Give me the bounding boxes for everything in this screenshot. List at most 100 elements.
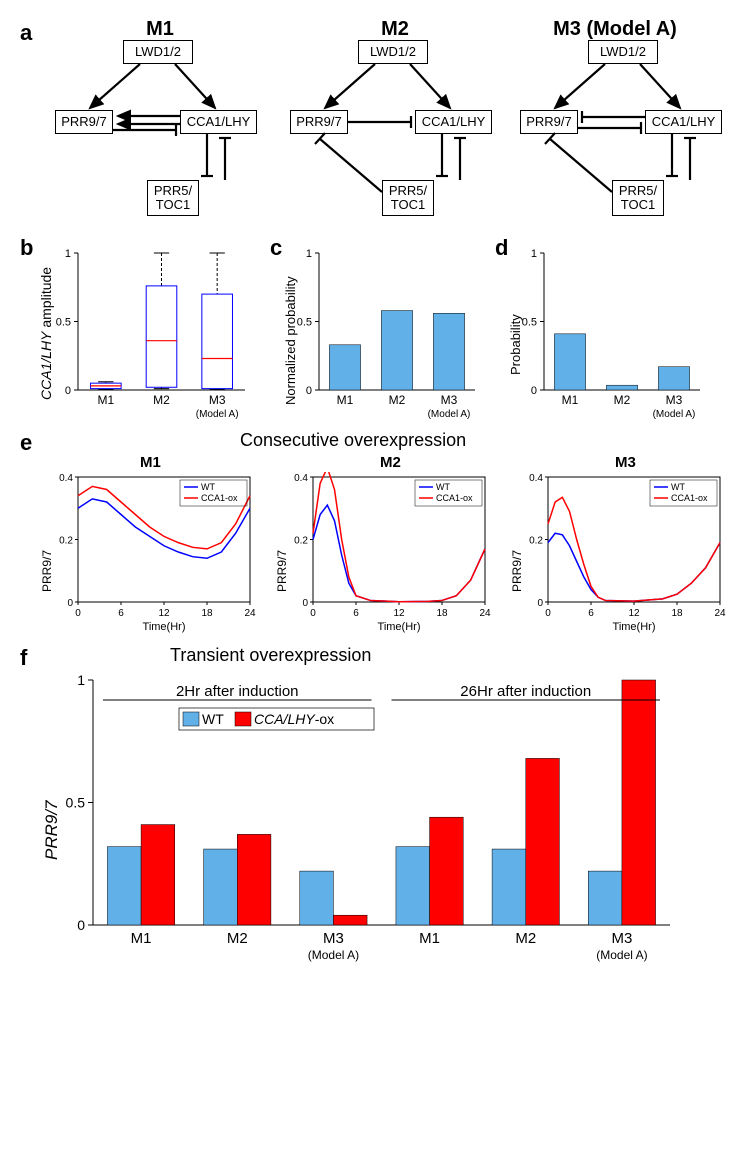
svg-text:CCA/LHY-ox: CCA/LHY-ox xyxy=(254,711,334,727)
svg-text:WT: WT xyxy=(671,482,685,492)
dia-title-m3: M3 (Model A) xyxy=(530,18,700,41)
sub-e-m2: PRR9/7 00.20.406121824Time(Hr)WTCCA1-ox xyxy=(275,472,495,637)
panel-c: Normalized probability 0 0.5 1 M1 M2 M3 (Model… xyxy=(285,245,485,425)
svg-text:0.5: 0.5 xyxy=(66,795,86,811)
figure-root: a M1 M2 M3 (Model A) LWD1/2 PRR9/7 CCA1/… xyxy=(20,20,727,980)
svg-text:(Model A): (Model A) xyxy=(596,948,647,962)
dia-title-m1: M1 xyxy=(120,18,200,41)
svg-text:M3: M3 xyxy=(611,930,632,947)
lineplot-e-m3: 00.20.406121824Time(Hr)WTCCA1-ox xyxy=(510,472,730,637)
barchart-d: 00.51M1M2M3(Model A) xyxy=(510,245,710,425)
svg-text:WT: WT xyxy=(436,482,450,492)
svg-text:M1: M1 xyxy=(131,930,152,947)
sub-e-m3: PRR9/7 00.20.406121824Time(Hr)WTCCA1-ox xyxy=(510,472,730,637)
svg-text:12: 12 xyxy=(628,608,640,619)
panel-f-ylabel: PRR9/7 xyxy=(42,800,62,860)
svg-text:(Model A): (Model A) xyxy=(428,409,471,420)
svg-text:1: 1 xyxy=(531,248,537,260)
svg-text:1: 1 xyxy=(65,248,71,260)
svg-text:1: 1 xyxy=(77,672,85,688)
svg-text:0: 0 xyxy=(537,598,543,609)
svg-text:(Model A): (Model A) xyxy=(308,948,359,962)
diagram-m2: LWD1/2 PRR9/7 CCA1/LHY PRR5/ TOC1 xyxy=(290,40,505,225)
sub-m3-title: M3 xyxy=(615,454,636,471)
diagram-m1: LWD1/2 PRR9/7 CCA1/LHY PRR5/ TOC1 xyxy=(55,40,270,225)
svg-text:0.5: 0.5 xyxy=(56,317,71,329)
barchart-c: 0 0.5 1 M1 M2 M3 (Model A) xyxy=(285,245,485,425)
panel-e-title: Consecutive overexpression xyxy=(240,430,466,451)
lineplot-e-m2: 00.20.406121824Time(Hr)WTCCA1-ox xyxy=(275,472,495,637)
svg-text:0.5: 0.5 xyxy=(297,317,312,329)
panel-d-ylabel: Probability xyxy=(508,314,523,375)
diagram-m3: LWD1/2 PRR9/7 CCA1/LHY PRR5/ TOC1 xyxy=(520,40,735,225)
svg-text:6: 6 xyxy=(118,608,124,619)
panel-b-ylabel: CCA1/LHY amplitude xyxy=(38,267,54,400)
svg-text:1: 1 xyxy=(306,248,312,260)
svg-text:CCA1-ox: CCA1-ox xyxy=(671,493,708,503)
svg-text:0: 0 xyxy=(306,385,312,397)
svg-text:0.2: 0.2 xyxy=(529,536,543,547)
svg-text:(Model A): (Model A) xyxy=(653,409,696,420)
svg-text:24: 24 xyxy=(479,608,491,619)
svg-text:0.4: 0.4 xyxy=(529,473,543,484)
panel-a: a M1 M2 M3 (Model A) LWD1/2 PRR9/7 CCA1/… xyxy=(20,20,727,235)
svg-text:M3: M3 xyxy=(209,393,226,407)
svg-text:M3: M3 xyxy=(441,393,458,407)
sub-m1-title: M1 xyxy=(140,454,161,471)
svg-text:M3: M3 xyxy=(666,393,683,407)
panel-f: f Transient overexpression PRR9/7 00.51M… xyxy=(20,645,727,980)
svg-text:18: 18 xyxy=(671,608,683,619)
svg-text:0: 0 xyxy=(310,608,316,619)
svg-text:18: 18 xyxy=(201,608,213,619)
svg-text:12: 12 xyxy=(158,608,170,619)
svg-text:0: 0 xyxy=(65,385,71,397)
panel-c-label: c xyxy=(270,235,282,261)
svg-text:6: 6 xyxy=(588,608,594,619)
svg-text:Time(Hr): Time(Hr) xyxy=(143,621,186,633)
svg-text:M3: M3 xyxy=(323,930,344,947)
panel-d: Probability 00.51M1M2M3(Model A) xyxy=(510,245,710,425)
svg-text:0: 0 xyxy=(302,598,308,609)
arrows-m3 xyxy=(520,40,735,225)
panel-a-label: a xyxy=(20,20,32,46)
arrows-m2 xyxy=(290,40,505,225)
svg-text:0.2: 0.2 xyxy=(59,536,73,547)
svg-text:WT: WT xyxy=(202,711,224,727)
panel-b-label: b xyxy=(20,235,33,261)
sub-e-ylabel: PRR9/7 xyxy=(40,550,54,592)
panel-c-ylabel: Normalized probability xyxy=(283,276,298,405)
svg-text:Time(Hr): Time(Hr) xyxy=(613,621,656,633)
svg-text:M2: M2 xyxy=(515,930,536,947)
svg-text:M1: M1 xyxy=(337,393,354,407)
svg-text:CCA1-ox: CCA1-ox xyxy=(436,493,473,503)
svg-text:24: 24 xyxy=(714,608,726,619)
panel-b: CCA1/LHY amplitude 00.51M1M2M3(Model A) xyxy=(40,245,255,425)
sub-m2-title: M2 xyxy=(380,454,401,471)
svg-text:0: 0 xyxy=(67,598,73,609)
svg-text:CCA1-ox: CCA1-ox xyxy=(201,493,238,503)
svg-text:Time(Hr): Time(Hr) xyxy=(378,621,421,633)
svg-text:6: 6 xyxy=(353,608,359,619)
svg-text:M2: M2 xyxy=(227,930,248,947)
svg-text:0: 0 xyxy=(77,917,85,933)
boxplot-b: 00.51M1M2M3(Model A) xyxy=(40,245,255,425)
svg-text:0: 0 xyxy=(531,385,537,397)
panel-e-label: e xyxy=(20,430,32,456)
panel-d-label: d xyxy=(495,235,508,261)
svg-text:0.5: 0.5 xyxy=(522,317,537,329)
svg-text:0.4: 0.4 xyxy=(59,473,73,484)
svg-text:WT: WT xyxy=(201,482,215,492)
panels-bcd-row: b c d CCA1/LHY amplitude 0 0.5 1 M1 M2 M3 (Mod… xyxy=(20,235,727,430)
panel-b-ylabel-rest: amplitude xyxy=(38,267,54,328)
lineplot-e-m1: 00.20.406121824Time(Hr)WTCCA1-ox xyxy=(40,472,260,637)
svg-text:(Model A): (Model A) xyxy=(196,409,239,420)
svg-text:0: 0 xyxy=(75,608,81,619)
svg-text:M2: M2 xyxy=(153,393,170,407)
svg-text:M1: M1 xyxy=(419,930,440,947)
svg-text:0.4: 0.4 xyxy=(294,473,308,484)
svg-text:26Hr after induction: 26Hr after induction xyxy=(460,683,591,700)
svg-text:M2: M2 xyxy=(389,393,406,407)
svg-text:M2: M2 xyxy=(614,393,631,407)
sub-e-m1: PRR9/7 00.20.406121824Time(Hr)WTCCA1-ox xyxy=(40,472,260,637)
dia-title-m2: M2 xyxy=(355,18,435,41)
